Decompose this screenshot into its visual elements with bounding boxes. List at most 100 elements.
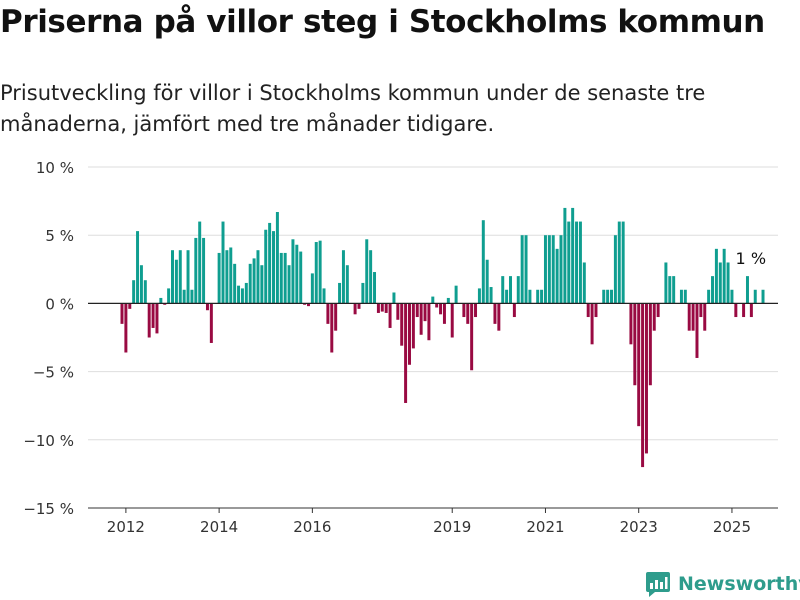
bar: [435, 303, 439, 308]
bar: [353, 303, 357, 315]
bar: [454, 285, 458, 304]
bar: [734, 303, 738, 318]
bar: [139, 265, 143, 304]
gridlines: [88, 166, 778, 509]
bar: [252, 258, 256, 304]
bar: [547, 235, 551, 304]
bar: [256, 250, 260, 304]
bar: [559, 235, 563, 304]
bar: [563, 207, 567, 304]
bar: [299, 251, 303, 304]
bar: [186, 250, 190, 304]
x-tick-label: 2023: [620, 518, 658, 536]
bar: [338, 282, 342, 304]
bar: [384, 303, 388, 313]
bar: [505, 289, 509, 304]
bar: [345, 265, 349, 304]
x-axis: 2012 2014 2016 2019 2021 2023 2025: [88, 507, 778, 536]
bar: [742, 303, 746, 318]
bar: [423, 303, 427, 322]
bar: [151, 303, 155, 328]
bar: [190, 289, 194, 304]
bar: [528, 289, 532, 304]
bar: [310, 273, 314, 304]
bar: [202, 237, 206, 304]
bar: [427, 303, 431, 341]
bar: [341, 250, 345, 304]
bar: [155, 303, 159, 334]
bar: [314, 242, 318, 304]
brand-logo: Newsworthy: [645, 569, 800, 599]
bar: [143, 280, 147, 304]
bar: [450, 303, 454, 338]
bar: [462, 303, 466, 318]
bar: [489, 287, 493, 304]
bar: [718, 262, 722, 304]
bar: [644, 303, 648, 454]
bar: [147, 303, 151, 338]
bar: [174, 259, 178, 304]
bar: [365, 239, 369, 304]
bar: [512, 303, 516, 318]
bar: [629, 303, 633, 345]
bar: [442, 303, 446, 324]
bar: [287, 265, 291, 304]
brand-name: Newsworthy: [678, 573, 800, 595]
bar: [582, 262, 586, 304]
bar: [431, 296, 435, 304]
bar: [303, 303, 307, 305]
bar: [404, 303, 408, 403]
bar: [555, 248, 559, 304]
bar: [268, 222, 272, 304]
bar: [578, 221, 582, 304]
bar: [233, 263, 237, 304]
bar: [178, 250, 182, 304]
bar: [264, 229, 268, 304]
bar: [493, 303, 497, 324]
bar: [536, 289, 540, 304]
bar: [726, 262, 730, 304]
bar: [283, 252, 287, 304]
bar: [124, 303, 128, 353]
y-tick-label: 10 %: [36, 159, 74, 177]
bar: [392, 292, 396, 304]
bar: [695, 303, 699, 358]
bar: [182, 289, 186, 304]
bar: [524, 235, 528, 304]
bar: [761, 289, 765, 304]
bar: [194, 237, 198, 304]
bar: [699, 303, 703, 318]
bar: [567, 221, 571, 304]
bar: [466, 303, 470, 324]
bar: [672, 276, 676, 304]
bar: [749, 303, 753, 318]
chart-title: Priserna på villor steg i Stockholms kom…: [0, 4, 765, 40]
bar: [586, 303, 590, 318]
bar: [470, 303, 474, 371]
bar: [306, 303, 310, 307]
bar: [260, 265, 264, 304]
bar: [408, 303, 411, 365]
bar: [132, 280, 136, 304]
bar: [730, 289, 734, 304]
x-tick-label: 2014: [200, 518, 238, 536]
bar: [711, 276, 715, 304]
bar: [617, 221, 621, 304]
bar: [237, 285, 241, 304]
bar: [497, 303, 501, 331]
latest-value-label: 1 %: [736, 249, 766, 268]
bar: [664, 262, 668, 304]
bar: [575, 221, 579, 304]
x-tick-label: 2016: [293, 518, 331, 536]
bar: [637, 303, 641, 427]
bar: [648, 303, 652, 386]
y-axis-labels: 10 % 5 % 0 % −5 % −10 % −15 %: [23, 159, 74, 518]
bar: [205, 303, 209, 311]
bar: [753, 289, 757, 304]
bar: [357, 303, 361, 309]
bar: [248, 263, 252, 304]
bar: [388, 303, 392, 328]
y-tick-label: 0 %: [45, 295, 74, 313]
bar: [221, 221, 225, 304]
bar: [361, 282, 365, 304]
